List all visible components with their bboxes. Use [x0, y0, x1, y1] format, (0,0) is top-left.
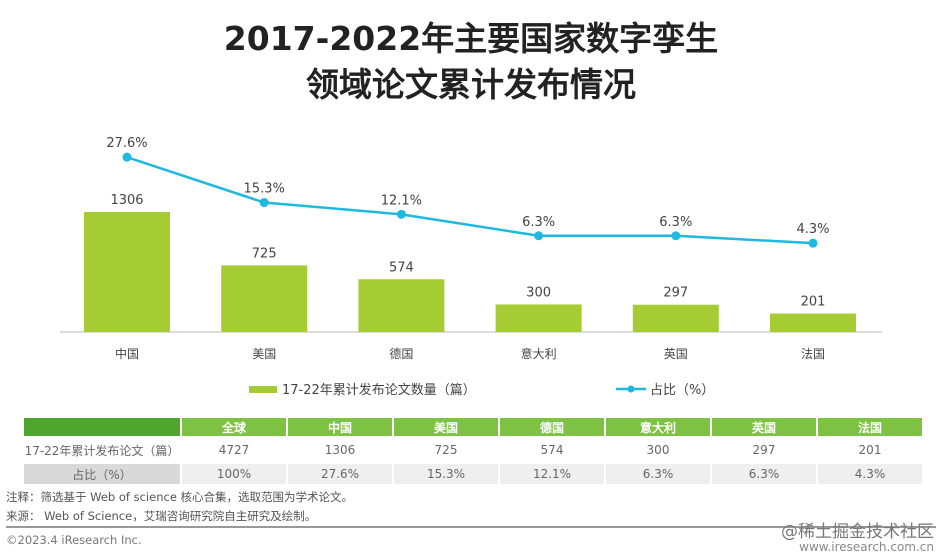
header-cell: 意大利 [606, 418, 710, 436]
bar [358, 279, 445, 332]
header-cell: 法国 [818, 418, 922, 436]
category-label: 英国 [664, 347, 688, 361]
legend-bar-label: 17-22年累计发布论文数量（篇） [282, 382, 476, 398]
cell: 12.1% [500, 464, 604, 484]
line-label: 6.3% [659, 215, 692, 230]
line-point [396, 209, 406, 219]
bar [495, 304, 582, 332]
table-row: 占比（%） 100% 27.6% 15.3% 12.1% 6.3% 6.3% 4… [24, 464, 922, 484]
cell: 725 [434, 443, 458, 457]
cell: 201 [858, 443, 882, 457]
header-cell: 美国 [394, 418, 498, 436]
data-table: 全球 中国 美国 德国 意大利 英国 法国 17-22年累计发布论文（篇） 47… [22, 418, 924, 484]
header-cell [24, 418, 180, 436]
bar-label: 1306 [110, 193, 143, 208]
line-point [534, 231, 544, 241]
cell: 1306 [324, 443, 356, 457]
line-label: 6.3% [522, 215, 555, 230]
line-point [808, 238, 818, 248]
cell: 297 [752, 443, 776, 457]
cell: 100% [182, 464, 286, 484]
bar [221, 265, 308, 332]
legend-bar-swatch [249, 386, 277, 393]
cell: 27.6% [288, 464, 392, 484]
category-label: 中国 [115, 346, 139, 361]
site-url: www.iresearch.com.cn [799, 540, 934, 554]
bar [632, 304, 719, 332]
line-point [259, 198, 269, 208]
legend-line-label: 占比（%） [650, 383, 714, 398]
cell: 300 [646, 443, 670, 457]
line-label: 15.3% [244, 182, 285, 197]
line-point [671, 231, 681, 241]
cell: 6.3% [712, 464, 816, 484]
copyright: ©2023.4 iResearch Inc. [6, 533, 142, 547]
line-label: 27.6% [106, 136, 147, 151]
note: 注释：筛选基于 Web of science 核心合集，选取范围为学术论文。 [6, 490, 354, 504]
category-label: 德国 [389, 346, 413, 361]
cell: 6.3% [606, 464, 710, 484]
cell: 15.3% [394, 464, 498, 484]
row-label: 17-22年累计发布论文（篇） [24, 443, 180, 458]
line-point [122, 152, 132, 162]
line-label: 12.1% [381, 193, 422, 208]
category-label: 意大利 [521, 346, 557, 361]
title-line-1: 2017-2022年主要国家数字孪生 [223, 19, 719, 58]
legend-line-marker [627, 385, 635, 393]
bar-label: 300 [526, 285, 551, 300]
bar-label: 725 [252, 246, 277, 261]
line-label: 4.3% [796, 222, 829, 237]
bar [84, 212, 170, 332]
cell: 574 [540, 443, 564, 457]
combo-chart: 1306 中国 725 美国 574 德国 300 意大利 297 英国 201 法国 27.6% 15.… [60, 136, 882, 398]
divider [6, 526, 936, 528]
header-cell: 德国 [500, 418, 604, 436]
category-label: 法国 [801, 347, 825, 361]
table-row: 17-22年累计发布论文（篇） 4727 1306 725 574 300 29… [24, 436, 922, 464]
bar-label: 574 [389, 260, 414, 275]
header-cell: 中国 [288, 418, 392, 436]
header-cell: 英国 [712, 418, 816, 436]
bar [770, 313, 856, 332]
watermark: @稀土掘金技术社区 [781, 522, 934, 542]
bar-label: 201 [801, 295, 826, 310]
title-line-2: 领域论文累计发布情况 [306, 65, 636, 104]
category-label: 美国 [252, 347, 276, 361]
bar-label: 297 [663, 286, 688, 301]
cell: 4.3% [818, 464, 922, 484]
header-cell: 全球 [182, 418, 286, 436]
table-header: 全球 中国 美国 德国 意大利 英国 法国 [24, 418, 922, 436]
source: 来源： Web of Science，艾瑞咨询研究院自主研究及绘制。 [6, 509, 317, 523]
line-series [126, 155, 814, 245]
cell: 4727 [218, 443, 250, 457]
row-label: 占比（%） [24, 464, 180, 484]
